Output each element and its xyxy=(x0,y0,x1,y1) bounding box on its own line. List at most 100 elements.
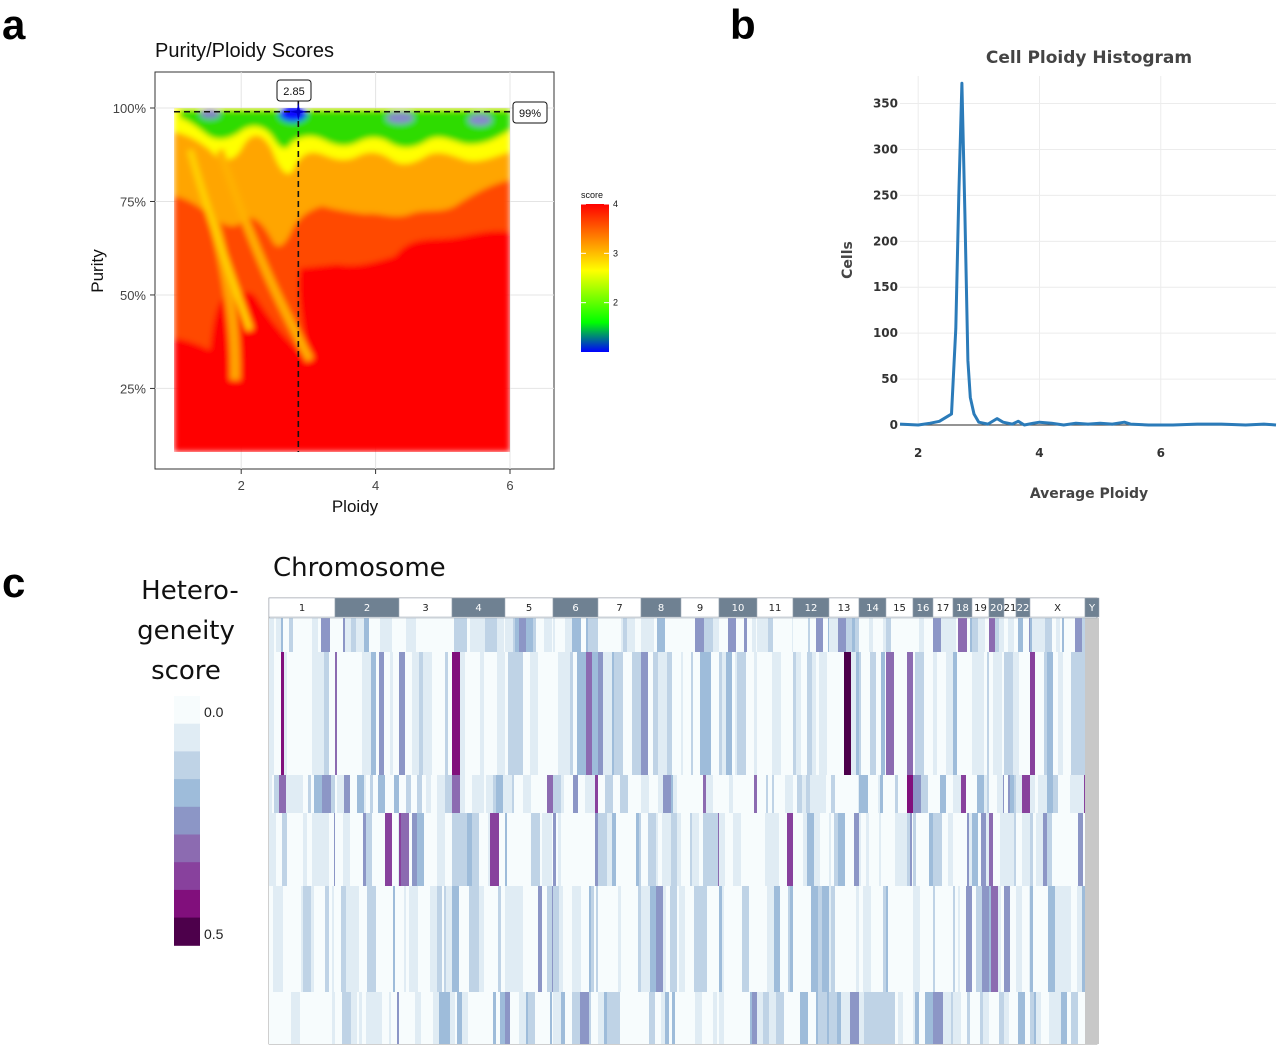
heatmap-cell xyxy=(515,618,520,652)
heatmap-cell xyxy=(397,992,400,1044)
heatmap-cell xyxy=(553,992,562,1044)
chromosome-label: Y xyxy=(1088,603,1096,614)
heatmap-cell xyxy=(335,886,342,992)
heatmap-cell xyxy=(561,813,564,886)
heatmap-cell xyxy=(665,618,673,652)
chromosome-label: 14 xyxy=(866,603,879,614)
heatmap-cell xyxy=(439,992,447,1044)
heatmap-cell xyxy=(706,775,714,813)
heatmap-cell xyxy=(681,618,688,652)
heatmap-cell xyxy=(1048,886,1056,992)
heatmap-cell xyxy=(316,886,322,992)
heatmap-cell xyxy=(757,775,767,813)
heatmap-cell xyxy=(1070,775,1080,813)
heatmap-cell xyxy=(1014,813,1017,886)
heatmap-cell xyxy=(312,618,319,652)
heatmap-cell xyxy=(774,775,784,813)
heatmap-cell xyxy=(972,886,977,992)
heatmap-cell xyxy=(587,775,596,813)
heatmap-cell xyxy=(837,652,845,775)
heatmap-cell xyxy=(392,618,396,652)
heatmap-cell xyxy=(722,886,725,992)
heatmap-cell xyxy=(291,992,301,1044)
heatmap-cell xyxy=(741,813,748,886)
heatmap-cell xyxy=(859,652,862,775)
heatmap-cell xyxy=(1022,775,1031,813)
heatmap-cell xyxy=(1004,813,1008,886)
heatmap-cell xyxy=(641,618,650,652)
heatmap-cell xyxy=(454,618,459,652)
heatmap-cell xyxy=(760,652,766,775)
heatmap-cell xyxy=(269,652,275,775)
heatmap-cell xyxy=(594,886,597,992)
panel-c-letter: c xyxy=(2,559,26,606)
heatmap-cell xyxy=(868,775,875,813)
heatmap-cell xyxy=(886,775,894,813)
heatmap-cell xyxy=(338,992,343,1044)
heatmap-cell xyxy=(829,886,832,992)
heatmap-cell xyxy=(746,992,751,1044)
heatmap-cell xyxy=(785,775,794,813)
heatmap-cell xyxy=(665,992,670,1044)
heatmap-cell xyxy=(711,813,719,886)
heatmap-cell xyxy=(677,618,682,652)
heatmap-cell xyxy=(364,775,367,813)
heatmap-cell xyxy=(713,992,718,1044)
heatmap-cell xyxy=(604,886,609,992)
heatmap-cell xyxy=(359,813,364,886)
heatmap-cell xyxy=(1079,775,1085,813)
heatmap-cell xyxy=(725,813,734,886)
heatmap-cell xyxy=(620,775,629,813)
heatmap-cell xyxy=(553,886,560,992)
heatmap-cell xyxy=(723,618,729,652)
heatmap-cell xyxy=(779,813,788,886)
heatmap-cell xyxy=(553,813,557,886)
heatmap-cell xyxy=(880,775,884,813)
heterogeneity-colorbar-bin xyxy=(174,696,200,725)
heterogeneity-heatmap xyxy=(269,617,1099,1044)
chromosome-label: 9 xyxy=(697,603,703,614)
heatmap-cell xyxy=(586,652,593,775)
heatmap-cell xyxy=(1018,992,1026,1044)
heatmap-cell xyxy=(444,886,447,992)
heterogeneity-legend-title: Hetero- geneity score xyxy=(137,576,239,686)
heatmap-cell xyxy=(632,652,642,775)
heatmap-cell xyxy=(677,886,680,992)
heatmap-cell xyxy=(559,886,564,992)
heatmap-cell xyxy=(1016,652,1020,775)
heatmap-cell xyxy=(546,652,553,775)
heatmap-cell xyxy=(956,618,959,652)
heatmap-cell xyxy=(970,618,973,652)
heatmap-cell xyxy=(649,618,655,652)
heatmap-cell xyxy=(513,618,516,652)
heatmap-cell xyxy=(925,992,934,1044)
heatmap-cell xyxy=(500,992,506,1044)
heatmap-cell xyxy=(1012,886,1017,992)
heatmap-cell xyxy=(711,992,714,1044)
heatmap-cell xyxy=(942,886,946,992)
heatmap-cell xyxy=(295,775,304,813)
heatmap-cell xyxy=(303,652,313,775)
heatmap-cell xyxy=(671,775,674,813)
heatmap-cell xyxy=(484,886,492,992)
heatmap-cell xyxy=(808,992,817,1044)
heatmap-cell xyxy=(398,813,400,886)
heatmap-cell xyxy=(490,813,500,886)
heatmap-cell xyxy=(399,652,406,775)
heatmap-cell xyxy=(1029,886,1031,992)
heatmap-cell xyxy=(895,813,900,886)
heatmap-cell xyxy=(692,813,700,886)
heatmap-cell xyxy=(491,886,499,992)
heatmap-cell xyxy=(586,813,596,886)
heatmap-cell xyxy=(291,886,300,992)
heatmap-cell xyxy=(835,775,840,813)
heatmap-cell xyxy=(499,652,504,775)
heatmap-cell xyxy=(922,813,930,886)
heatmap-cell xyxy=(807,886,812,992)
heatmap-cell xyxy=(487,992,494,1044)
heatmap-cell xyxy=(855,618,860,652)
heatmap-cell xyxy=(898,618,904,652)
heatmap-cell xyxy=(608,886,617,992)
heatmap-cell xyxy=(598,886,605,992)
heatmap-cell xyxy=(303,886,312,992)
